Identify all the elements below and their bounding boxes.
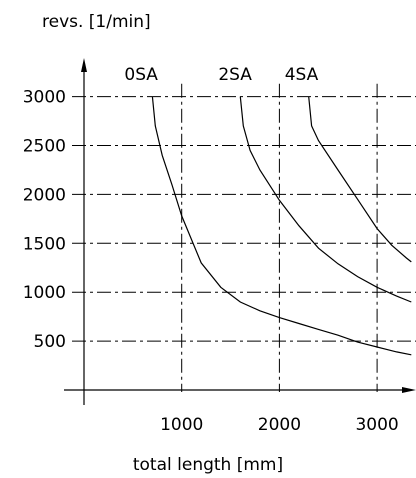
grid bbox=[72, 83, 416, 392]
y-tick-label: 1000 bbox=[23, 283, 66, 303]
series-line-0sa bbox=[151, 96, 412, 356]
series-label: 4SA bbox=[285, 65, 319, 85]
y-tick-label: 1500 bbox=[23, 234, 66, 254]
x-axis-title: total length [mm] bbox=[133, 455, 283, 475]
axes bbox=[64, 58, 416, 405]
y-axis-title: revs. [1/min] bbox=[42, 12, 151, 32]
y-tick-label: 3000 bbox=[23, 88, 66, 108]
x-tick-label: 3000 bbox=[355, 415, 398, 435]
series-label: 0SA bbox=[124, 65, 158, 85]
series bbox=[151, 96, 412, 356]
y-tick-label: 2000 bbox=[23, 185, 66, 205]
x-axis-arrow bbox=[402, 387, 416, 393]
series-line-4sa bbox=[308, 96, 412, 263]
x-tick-label: 2000 bbox=[258, 415, 301, 435]
y-tick-label: 2500 bbox=[23, 137, 66, 157]
tick-labels: 500 1000 1500 2000 2500 3000 1000 2000 3000 bbox=[23, 88, 399, 435]
x-tick-label: 1000 bbox=[160, 415, 203, 435]
series-labels: 0SA 2SA 4SA bbox=[124, 65, 318, 85]
y-axis-arrow bbox=[81, 58, 87, 72]
series-label: 2SA bbox=[218, 65, 252, 85]
y-tick-label: 500 bbox=[34, 332, 66, 352]
series-line-2sa bbox=[239, 96, 412, 303]
